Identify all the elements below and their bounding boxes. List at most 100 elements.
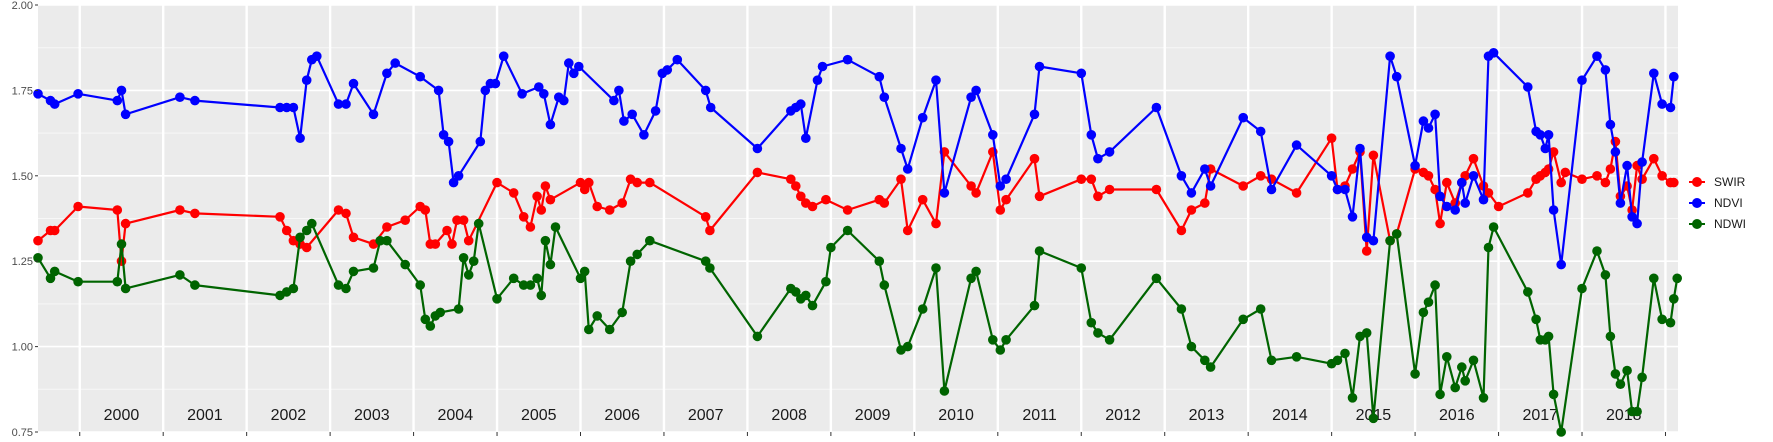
data-point [534,82,544,92]
data-point [821,276,831,287]
data-point [1493,201,1504,212]
data-point [116,85,127,96]
data-point [1592,51,1602,61]
data-point [1093,328,1103,338]
legend-label: NDWI [1714,217,1746,231]
data-point [498,51,509,61]
data-point [1649,153,1659,164]
data-point [614,85,624,96]
data-point [341,283,351,294]
data-point [492,294,502,304]
year-label: 2017 [1522,407,1558,424]
data-point [662,65,673,75]
data-point [672,54,683,65]
data-point [1291,188,1302,198]
data-point [995,181,1006,191]
data-point [1442,201,1452,212]
data-point [1347,393,1358,403]
data-point [120,218,131,229]
data-point [902,341,913,352]
data-point [1610,147,1621,157]
data-point [1430,184,1440,195]
data-point [874,256,885,267]
data-point [1523,287,1533,297]
data-point [545,194,556,205]
data-point [1592,246,1602,256]
data-point [480,85,491,96]
data-point [617,307,627,318]
data-point [532,191,542,202]
data-point [275,212,285,222]
data-point [1622,365,1632,376]
data-point [175,205,185,215]
data-point [801,133,811,143]
data-point [301,242,312,253]
data-point [1672,273,1682,284]
data-point [1622,160,1632,171]
data-point [1669,177,1679,188]
data-point [1468,153,1479,164]
data-point [448,177,459,188]
data-point [175,270,185,280]
data-point [536,290,547,301]
data-point [1423,297,1434,308]
data-point [1605,164,1616,174]
data-point [73,201,83,212]
data-point [400,259,411,270]
data-point [468,256,479,267]
data-point [1255,171,1266,181]
data-point [473,218,484,229]
year-label: 2007 [688,407,724,424]
data-point [1610,369,1621,379]
data-point [1200,164,1210,174]
data-point [1543,331,1554,342]
data-point [288,283,299,294]
legend-label: NDVI [1714,196,1743,210]
data-point [791,181,801,191]
series-layer [33,48,1682,437]
y-axis: 0.75 1.00 1.25 1.50 1.75 2.00 [12,0,38,439]
data-point [1488,48,1499,58]
data-point [1435,218,1445,229]
data-point [301,225,312,236]
data-point [821,194,831,205]
data-point [564,58,574,68]
data-point [1086,130,1097,140]
data-point [295,232,305,243]
data-point [1483,188,1494,198]
data-point [463,235,474,246]
data-point [1637,174,1647,184]
data-point [73,89,83,99]
data-point [1632,218,1642,229]
data-point [475,136,486,147]
data-point [902,225,913,236]
data-point [700,212,711,222]
legend-key-point [1692,198,1702,208]
data-point [1531,314,1541,325]
data-point [1361,246,1372,256]
data-point [971,188,981,198]
year-label: 2003 [354,407,390,424]
data-point [120,109,131,120]
data-point [1368,235,1379,246]
data-point [1450,205,1460,215]
data-point [842,54,853,65]
data-point [415,280,426,290]
data-point [415,71,426,82]
data-point [1450,382,1460,393]
data-point [1478,194,1489,205]
data-point [575,273,586,284]
data-point [341,208,351,219]
data-point [1410,160,1420,171]
data-point [796,191,806,202]
data-point [1577,283,1587,294]
data-point [508,273,519,284]
data-point [545,259,556,270]
legend-item-ndwi: NDWI [1689,217,1746,231]
data-point [490,78,501,89]
data-point [333,99,344,109]
data-point [931,218,941,229]
data-point [1657,314,1667,325]
data-point [917,194,928,205]
data-point [333,280,344,290]
